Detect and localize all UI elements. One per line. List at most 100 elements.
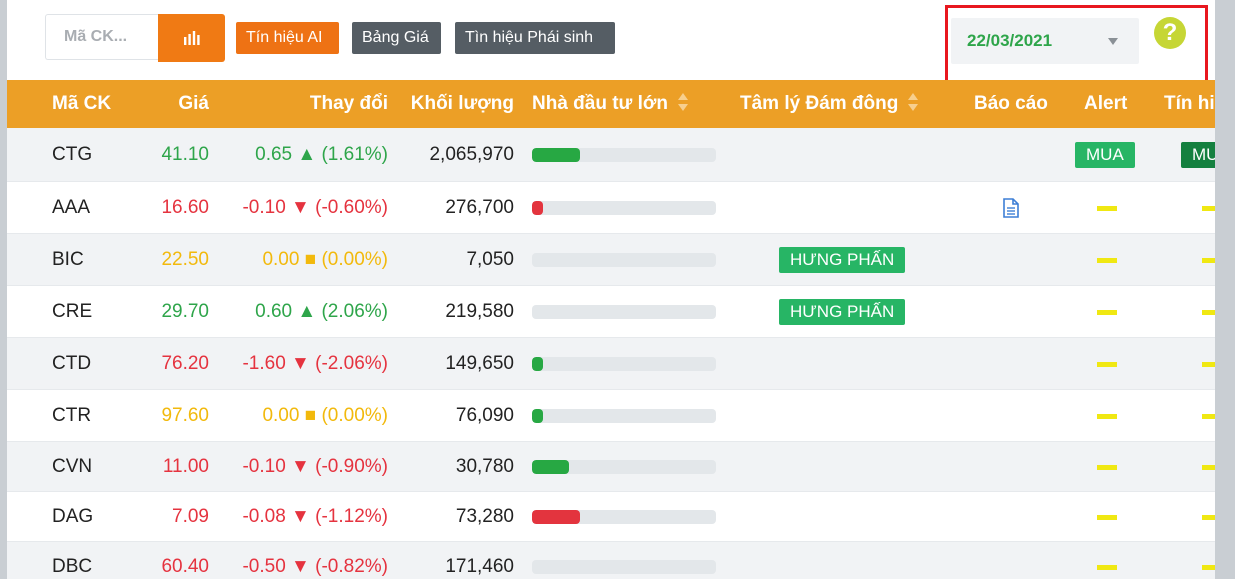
- neutral-dash-icon: [1097, 515, 1117, 520]
- price-cell: 41.10: [161, 144, 209, 165]
- table-row[interactable]: DBC 60.40 -0.50 ▼ (-0.82%) 171,460: [7, 542, 1215, 579]
- neutral-dash-icon: [1202, 206, 1215, 211]
- big-investor-bar: [532, 253, 716, 267]
- document-icon[interactable]: [1003, 198, 1019, 218]
- date-select[interactable]: 22/03/2021: [951, 18, 1139, 64]
- symbol-cell: BIC: [52, 249, 84, 270]
- big-investor-bar-fill: [532, 510, 580, 524]
- price-cell: 22.50: [161, 249, 209, 270]
- big-investor-bar: [532, 510, 716, 524]
- neutral-dash-icon: [1097, 362, 1117, 367]
- header-change[interactable]: Thay đổi: [309, 93, 388, 114]
- big-investor-bar: [532, 460, 716, 474]
- price-cell: 29.70: [161, 301, 209, 322]
- table-row[interactable]: CTD 76.20 -1.60 ▼ (-2.06%) 149,650: [7, 338, 1215, 390]
- date-value: 22/03/2021: [967, 31, 1053, 50]
- volume-cell: 171,460: [445, 556, 514, 577]
- table-header: Mã CK Giá Thay đổi Khối lượng Nhà đầu tư…: [7, 80, 1215, 128]
- big-investor-bar: [532, 357, 716, 371]
- big-investor-bar: [532, 409, 716, 423]
- header-price[interactable]: Giá: [178, 93, 209, 114]
- big-investor-bar-fill: [532, 460, 569, 474]
- crowd-sentiment-badge: HƯNG PHẤN: [779, 299, 906, 325]
- neutral-dash-icon: [1097, 565, 1117, 570]
- table-row[interactable]: BIC 22.50 0.00 ■ (0.00%) 7,050 HƯNG PHẤN: [7, 234, 1215, 286]
- search-button[interactable]: [158, 14, 225, 62]
- help-icon[interactable]: ?: [1154, 17, 1186, 49]
- symbol-cell: CRE: [52, 301, 93, 322]
- change-cell: 0.60 ▲ (2.06%): [255, 301, 388, 322]
- header-crowd[interactable]: Tâm lý Đám đông: [740, 80, 919, 128]
- symbol-cell: CTD: [52, 353, 92, 374]
- alert-badge[interactable]: MUA: [1075, 142, 1135, 168]
- signal-panel: Tín hiệu AI Bảng Giá Tìn hiệu Phái sinh …: [7, 0, 1215, 579]
- table-row[interactable]: DAG 7.09 -0.08 ▼ (-1.12%) 73,280: [7, 492, 1215, 542]
- header-alert[interactable]: Alert: [1084, 93, 1128, 114]
- price-board-button[interactable]: Bảng Giá: [352, 22, 441, 54]
- header-big-investor-label: Nhà đầu tư lớn: [532, 93, 668, 114]
- price-cell: 7.09: [172, 506, 209, 527]
- symbol-cell: CTG: [52, 144, 93, 165]
- big-investor-bar: [532, 201, 716, 215]
- neutral-dash-icon: [1097, 206, 1117, 211]
- change-cell: -0.10 ▼ (-0.90%): [242, 456, 388, 477]
- neutral-dash-icon: [1202, 465, 1215, 470]
- big-investor-bar-fill: [532, 148, 580, 162]
- neutral-dash-icon: [1097, 310, 1117, 315]
- change-cell: 0.65 ▲ (1.61%): [255, 144, 388, 165]
- price-cell: 11.00: [162, 456, 209, 477]
- big-investor-bar-fill: [532, 201, 543, 215]
- price-cell: 60.40: [161, 556, 209, 577]
- change-cell: 0.00 ■ (0.00%): [262, 405, 388, 426]
- price-cell: 97.60: [161, 405, 209, 426]
- neutral-dash-icon: [1202, 258, 1215, 263]
- header-volume[interactable]: Khối lượng: [410, 93, 514, 114]
- signal-badge[interactable]: MUA: [1181, 142, 1215, 168]
- symbol-cell: DAG: [52, 506, 94, 527]
- header-big-investor[interactable]: Nhà đầu tư lớn: [532, 80, 688, 128]
- volume-cell: 276,700: [445, 197, 514, 218]
- symbol-cell: DBC: [52, 556, 93, 577]
- volume-cell: 7,050: [466, 249, 514, 270]
- volume-cell: 73,280: [455, 506, 514, 527]
- table-row[interactable]: CTG 41.10 0.65 ▲ (1.61%) 2,065,970 MUA MUA: [7, 128, 1215, 182]
- symbol-search-input[interactable]: [45, 14, 158, 60]
- neutral-dash-icon: [1202, 565, 1215, 570]
- header-symbol[interactable]: Mã CK: [52, 93, 112, 114]
- neutral-dash-icon: [1202, 515, 1215, 520]
- table-row[interactable]: CVN 11.00 -0.10 ▼ (-0.90%) 30,780: [7, 442, 1215, 492]
- volume-cell: 30,780: [455, 456, 514, 477]
- change-cell: 0.00 ■ (0.00%): [262, 249, 388, 270]
- volume-cell: 149,650: [445, 353, 514, 374]
- table-row[interactable]: CTR 97.60 0.00 ■ (0.00%) 76,090: [7, 390, 1215, 442]
- volume-cell: 219,580: [445, 301, 514, 322]
- neutral-dash-icon: [1097, 258, 1117, 263]
- header-report[interactable]: Báo cáo: [974, 93, 1048, 114]
- big-investor-bar: [532, 560, 716, 574]
- volume-cell: 2,065,970: [429, 144, 514, 165]
- neutral-dash-icon: [1202, 362, 1215, 367]
- neutral-dash-icon: [1202, 310, 1215, 315]
- big-investor-bar: [532, 305, 716, 319]
- neutral-dash-icon: [1202, 414, 1215, 419]
- change-cell: -0.10 ▼ (-0.60%): [242, 197, 388, 218]
- table-row[interactable]: CRE 29.70 0.60 ▲ (2.06%) 219,580 HƯNG PHẤN: [7, 286, 1215, 338]
- toolbar: Tín hiệu AI Bảng Giá Tìn hiệu Phái sinh …: [7, 0, 1215, 83]
- symbol-cell: AAA: [52, 197, 91, 218]
- price-cell: 76.20: [161, 353, 209, 374]
- ai-signal-button[interactable]: Tín hiệu AI: [236, 22, 339, 54]
- price-cell: 16.60: [161, 197, 209, 218]
- crowd-sentiment-badge: HƯNG PHẤN: [779, 247, 906, 273]
- derivative-signal-button[interactable]: Tìn hiệu Phái sinh: [455, 22, 615, 54]
- table-row[interactable]: AAA 16.60 -0.10 ▼ (-0.60%) 276,700: [7, 182, 1215, 234]
- neutral-dash-icon: [1097, 465, 1117, 470]
- big-investor-bar: [532, 148, 716, 162]
- sort-icon[interactable]: [678, 92, 688, 111]
- header-signal[interactable]: Tín hiệu: [1164, 93, 1215, 114]
- neutral-dash-icon: [1097, 414, 1117, 419]
- big-investor-bar-fill: [532, 357, 543, 371]
- bar-chart-icon: [184, 31, 200, 45]
- sort-icon[interactable]: [908, 92, 919, 111]
- chevron-down-icon: [1108, 38, 1118, 45]
- symbol-cell: CTR: [52, 405, 92, 426]
